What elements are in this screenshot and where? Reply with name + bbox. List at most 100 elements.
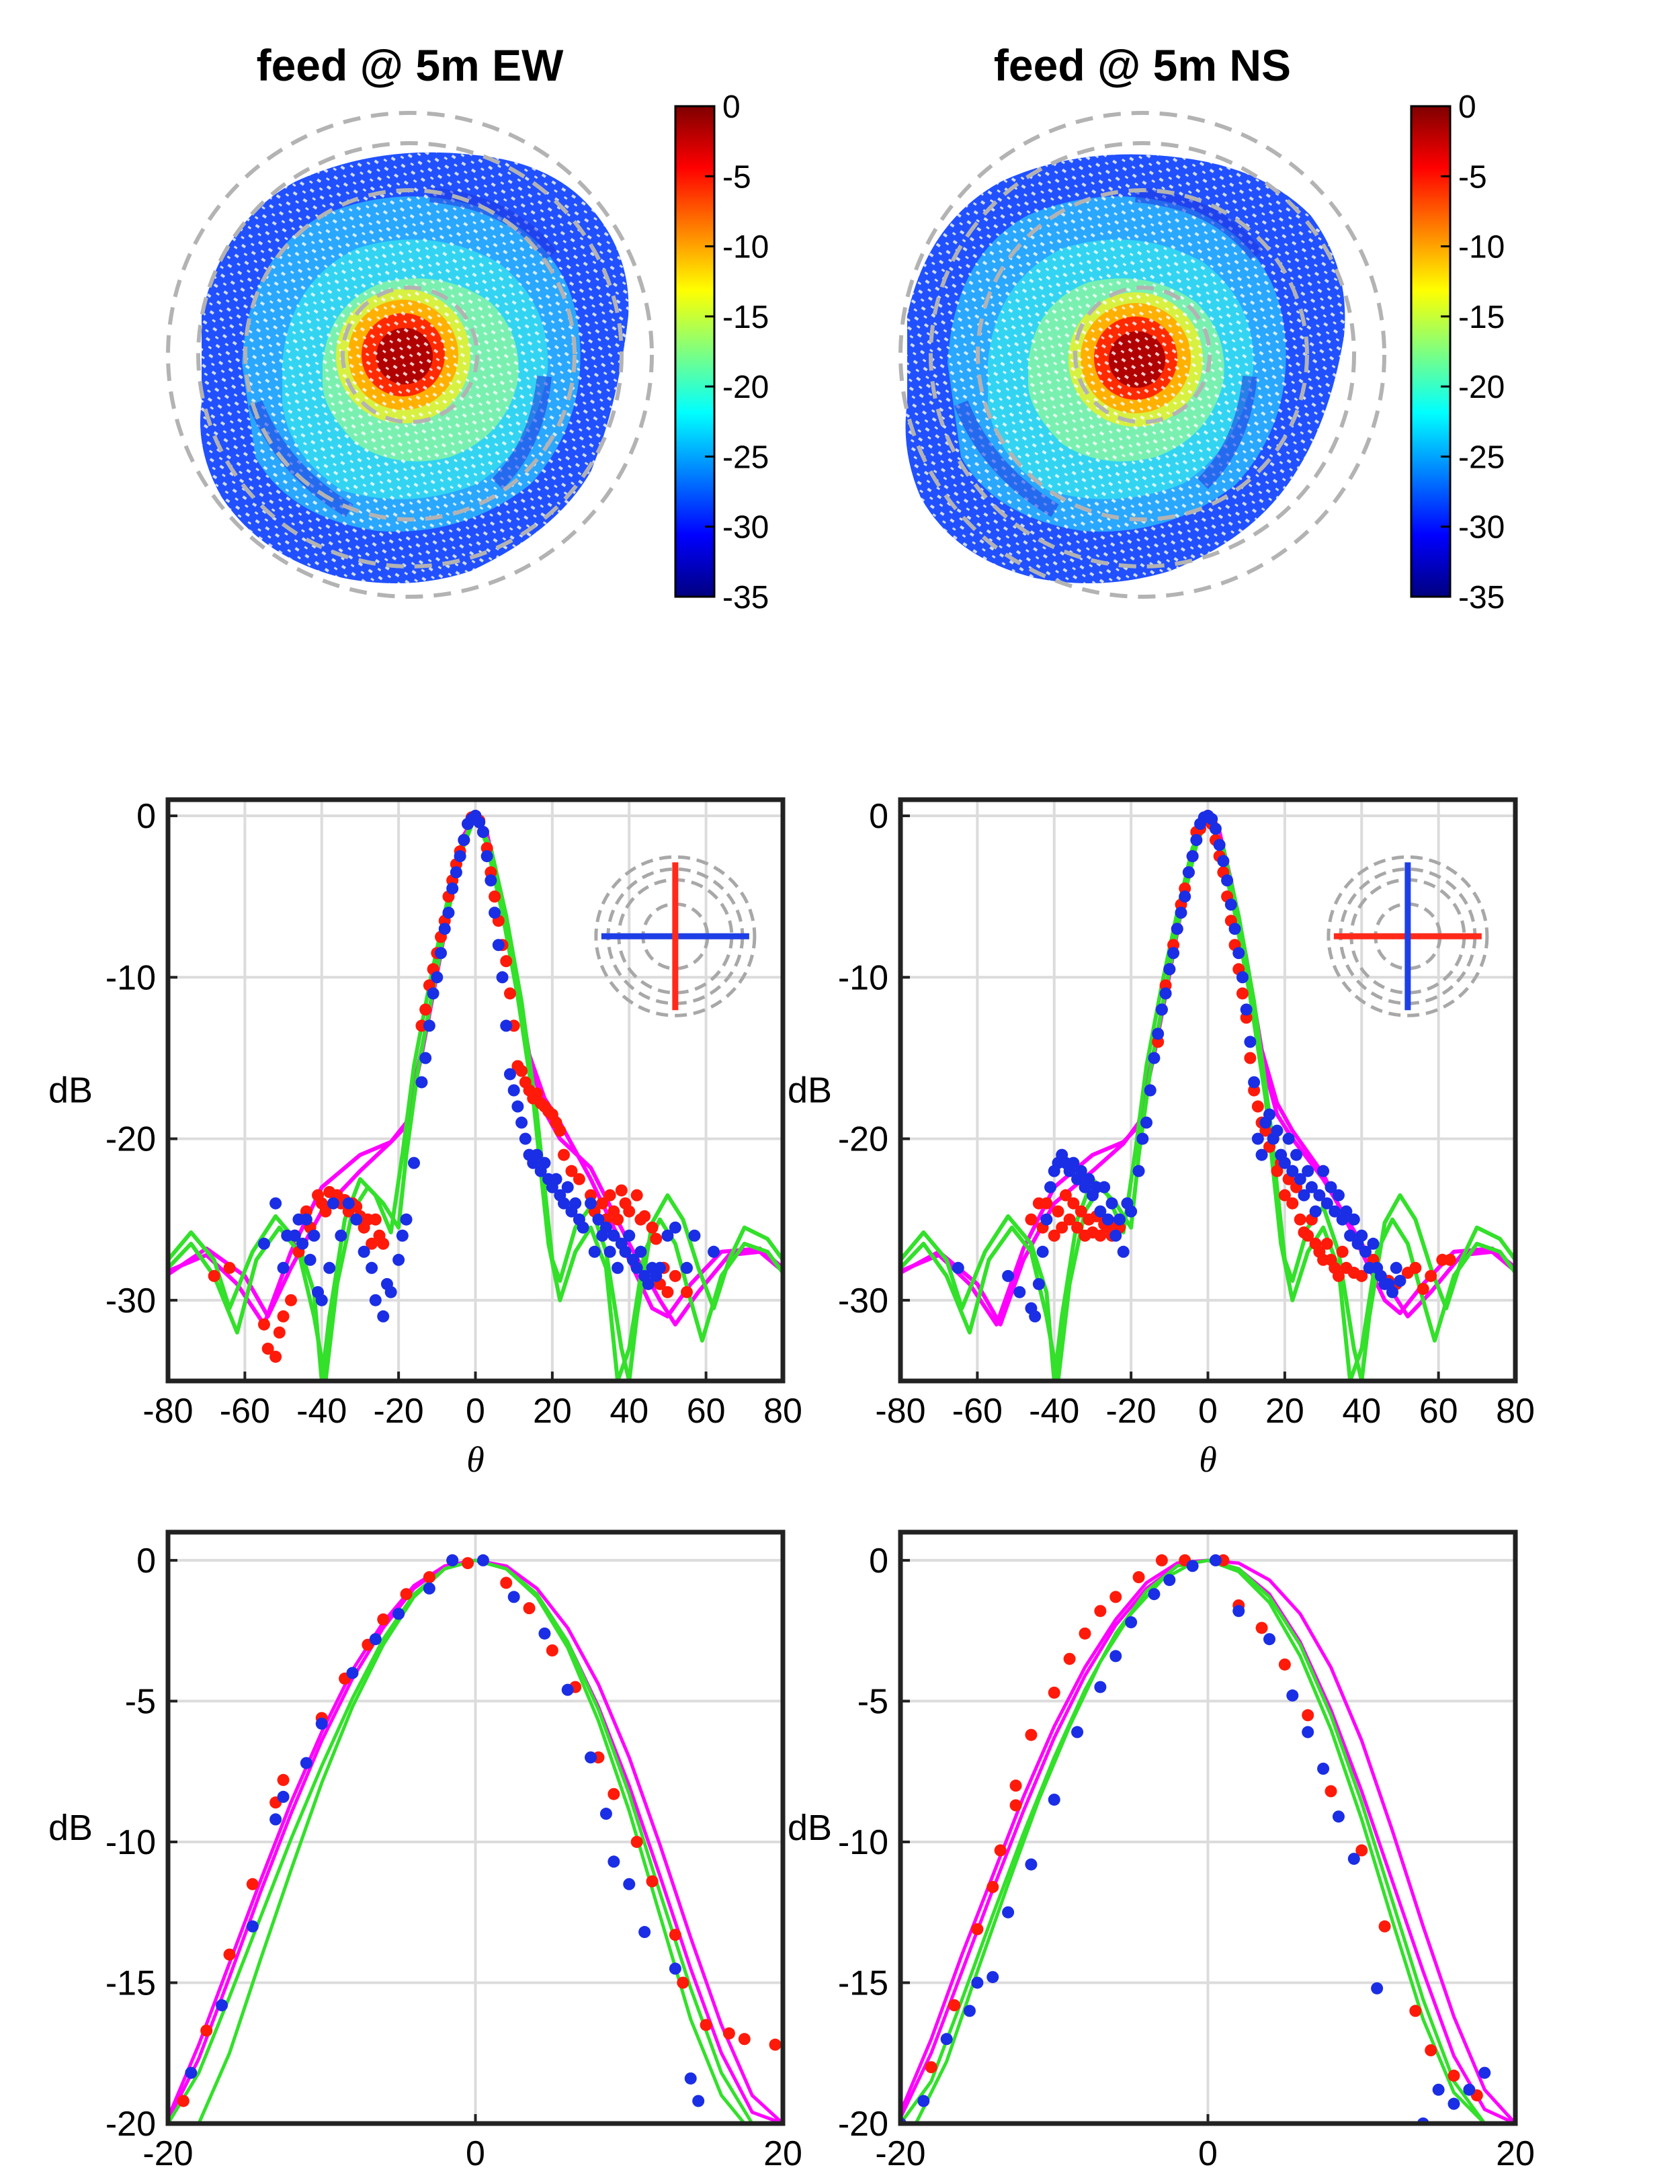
data-point	[1075, 1165, 1087, 1177]
colorbar-tick-label: -25	[722, 439, 769, 475]
data-point	[1148, 1052, 1161, 1064]
beam-map-ns: feed @ 5m NS 0 -5 -10 -15 -20 -25 -30 -35	[898, 40, 1505, 616]
data-point	[1417, 1283, 1429, 1296]
x-tick-label: -20	[142, 2134, 193, 2173]
colorbar-tick-label: -15	[722, 300, 769, 335]
colorbar-tick-label: -30	[1458, 510, 1505, 546]
data-point	[1109, 1229, 1122, 1242]
data-point	[323, 1261, 336, 1274]
data-point	[1155, 1003, 1168, 1016]
y-tick-label: 0	[136, 797, 156, 836]
data-point	[1175, 907, 1187, 919]
data-point	[462, 1557, 474, 1570]
map-ew-title: feed @ 5m EW	[257, 40, 564, 90]
data-point	[1013, 1286, 1026, 1298]
data-point	[1209, 823, 1222, 835]
inset-ring	[1327, 855, 1489, 1017]
data-point	[646, 1221, 659, 1234]
data-point	[607, 1855, 620, 1868]
data-point	[599, 1221, 612, 1234]
cut-direction-inset	[594, 855, 757, 1017]
data-point	[1148, 1588, 1161, 1601]
x-tick-label: 0	[466, 1392, 485, 1431]
data-point	[1009, 1799, 1022, 1812]
data-point	[1244, 1052, 1257, 1064]
y-tick-label: -15	[838, 1964, 888, 2003]
data-point	[1113, 1213, 1126, 1226]
data-point	[1255, 1622, 1268, 1634]
data-point	[296, 1237, 309, 1250]
data-point	[634, 1245, 647, 1258]
data-point	[319, 1205, 332, 1218]
data-point	[650, 1232, 663, 1245]
data-point	[384, 1286, 397, 1298]
y-axis-label: dB	[48, 1808, 93, 1848]
data-point	[408, 1157, 420, 1169]
data-point	[1228, 923, 1241, 935]
data-point	[558, 1148, 571, 1161]
data-point	[485, 874, 497, 887]
data-point	[1271, 1124, 1284, 1137]
data-point	[257, 1318, 270, 1331]
data-point	[1056, 1221, 1068, 1234]
beam-map-ew: feed @ 5m EW 0 -5 -10 -15 -20 -25 -30 -35	[166, 40, 769, 616]
data-point	[369, 1294, 382, 1306]
data-point	[1098, 1181, 1111, 1193]
data-point	[1332, 1189, 1345, 1202]
data-point	[269, 1350, 282, 1363]
data-point	[392, 1253, 405, 1266]
data-point	[1325, 1181, 1337, 1193]
data-point	[669, 1269, 681, 1282]
data-point	[546, 1644, 558, 1656]
data-point	[1278, 1157, 1291, 1169]
colorbar-tick-label: -10	[722, 230, 769, 265]
data-point	[1378, 1920, 1391, 1933]
axes-frame	[898, 1529, 1518, 2126]
data-point	[377, 1310, 390, 1322]
data-point	[500, 955, 513, 968]
data-point	[630, 1189, 643, 1202]
data-point	[1367, 1237, 1380, 1250]
data-point	[986, 1971, 999, 1984]
data-point	[1182, 866, 1195, 879]
inset-ring	[594, 855, 757, 1017]
colorbar-tick-label: -35	[722, 580, 769, 616]
data-point	[492, 939, 505, 952]
data-point	[1163, 1574, 1176, 1587]
colorbar-tick-label: 0	[722, 89, 741, 125]
x-tick-label: -60	[220, 1392, 270, 1431]
data-point	[1386, 1286, 1398, 1298]
data-point	[1286, 1197, 1299, 1210]
data-point	[615, 1184, 628, 1197]
x-tick-label: 0	[1198, 2134, 1218, 2173]
data-point	[1063, 1652, 1076, 1665]
data-point	[769, 2038, 782, 2051]
data-point	[681, 1261, 694, 1274]
data-point	[257, 1237, 270, 1250]
data-point	[423, 1019, 435, 1032]
data-point	[177, 2095, 190, 2107]
data-point	[1125, 1616, 1138, 1629]
data-point	[285, 1294, 297, 1306]
data-point	[1263, 1633, 1275, 1646]
data-point	[638, 1210, 651, 1222]
data-point	[1302, 1726, 1314, 1738]
y-tick-label: -20	[838, 1120, 888, 1159]
data-point	[1302, 1709, 1314, 1722]
data-point	[277, 1310, 290, 1322]
data-point	[358, 1245, 370, 1258]
data-point	[1132, 1165, 1145, 1177]
y-tick-label: -20	[838, 2105, 888, 2144]
data-point	[986, 1881, 999, 1893]
data-point	[1079, 1627, 1091, 1640]
data-point	[335, 1229, 347, 1242]
y-tick-label: -15	[106, 1964, 156, 2003]
data-point	[531, 1148, 543, 1161]
y-tick-label: -20	[106, 1120, 156, 1159]
data-point	[1132, 1571, 1145, 1584]
x-tick-label: 60	[687, 1392, 726, 1431]
colorbar-tick-label: -25	[1458, 439, 1505, 475]
data-point	[1217, 855, 1230, 868]
data-point	[952, 1261, 964, 1274]
y-tick-label: 0	[869, 1542, 888, 1581]
